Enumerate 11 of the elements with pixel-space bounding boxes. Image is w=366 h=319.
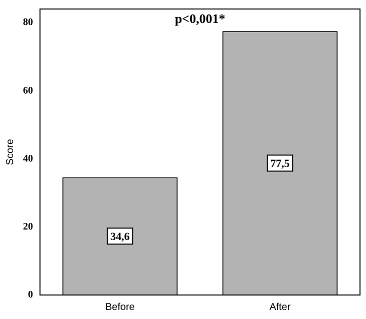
annotation: p<0,001*: [174, 10, 226, 26]
y-axis-title: Score: [4, 138, 16, 166]
y-tick-label: 60: [23, 85, 33, 96]
y-tick-label: 20: [23, 221, 33, 232]
y-tick-label: 0: [28, 290, 33, 301]
y-tick-label: 40: [23, 153, 33, 164]
data-label: 34,6: [110, 230, 130, 243]
x-tick-label: After: [269, 302, 292, 313]
y-tick-label: 80: [23, 17, 33, 28]
data-label: 77,5: [270, 158, 290, 170]
x-tick-label: Before: [105, 302, 136, 313]
